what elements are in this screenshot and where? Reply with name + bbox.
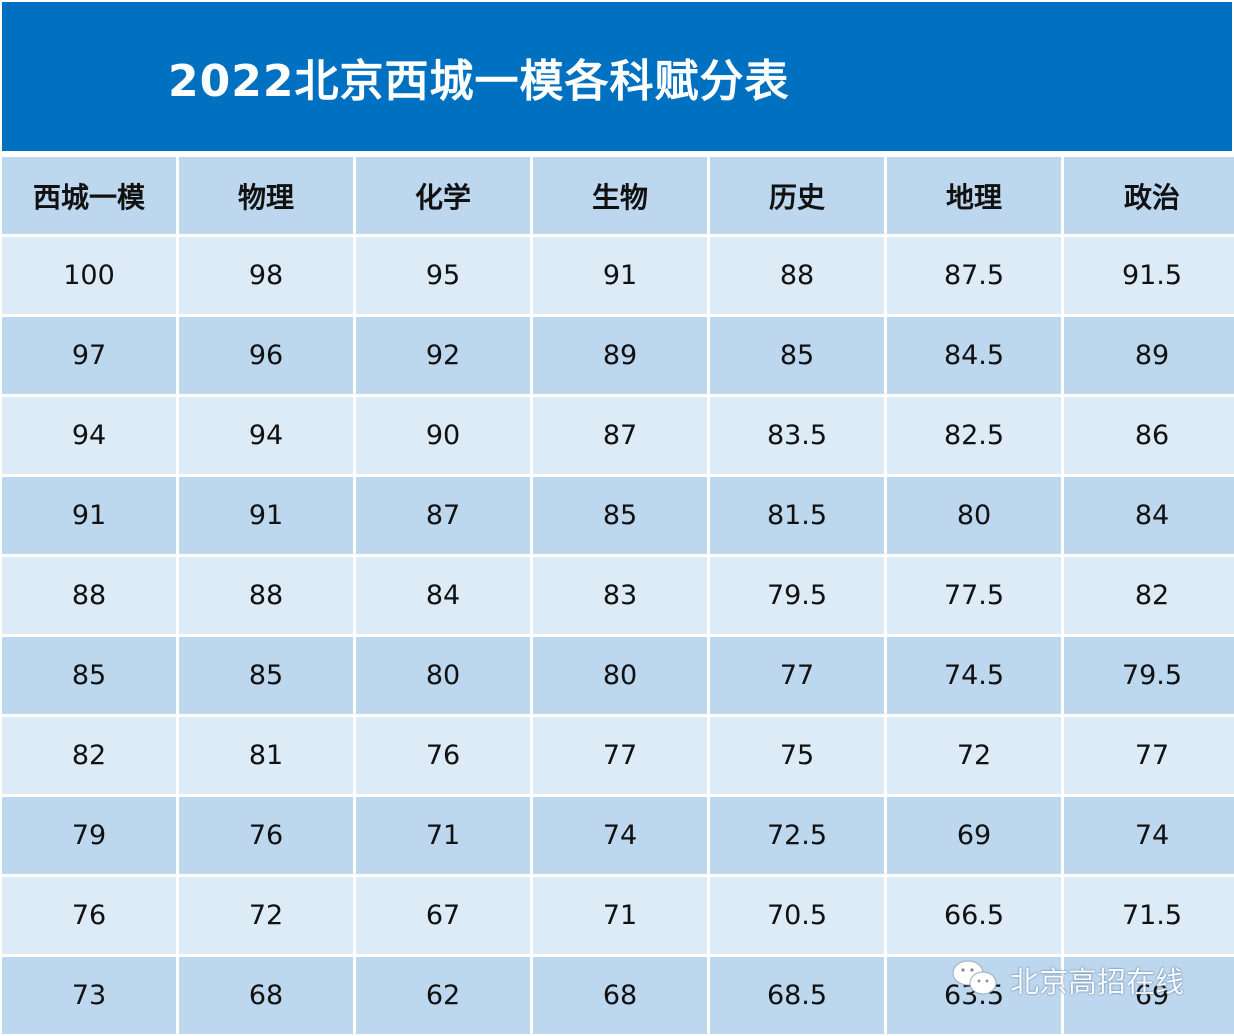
table-cell: 79.5	[710, 557, 884, 634]
table-cell: 68	[533, 957, 707, 1034]
table-cell: 72	[179, 877, 353, 954]
table-cell: 69	[1064, 957, 1234, 1034]
table-cell: 75	[710, 717, 884, 794]
table-cell: 77	[1064, 717, 1234, 794]
table-cell: 85	[710, 317, 884, 394]
table-cell: 87	[356, 477, 530, 554]
table-cell: 80	[533, 637, 707, 714]
table-cell: 80	[887, 477, 1061, 554]
table-cell: 80	[356, 637, 530, 714]
table-cell: 97	[2, 317, 176, 394]
table-cell: 98	[179, 237, 353, 314]
table-cell: 85	[2, 637, 176, 714]
table-cell: 94	[179, 397, 353, 474]
table-cell: 92	[356, 317, 530, 394]
table-cell: 83	[533, 557, 707, 634]
header-cell: 化学	[356, 157, 530, 234]
header-cell: 地理	[887, 157, 1061, 234]
header-cell: 生物	[533, 157, 707, 234]
header-cell: 物理	[179, 157, 353, 234]
table-cell: 72.5	[710, 797, 884, 874]
title-banner: 2022北京西城一模各科赋分表	[2, 2, 1232, 151]
table-cell: 100	[2, 237, 176, 314]
table-cell: 88	[710, 237, 884, 314]
table-cell: 82	[1064, 557, 1234, 634]
table-cell: 62	[356, 957, 530, 1034]
table-cell: 82	[2, 717, 176, 794]
table-cell: 89	[533, 317, 707, 394]
table-cell: 76	[179, 797, 353, 874]
table-cell: 66.5	[887, 877, 1061, 954]
table-cell: 87	[533, 397, 707, 474]
table-cell: 83.5	[710, 397, 884, 474]
table-cell: 82.5	[887, 397, 1061, 474]
table-cell: 73	[2, 957, 176, 1034]
page-title: 2022北京西城一模各科赋分表	[168, 56, 790, 107]
table-cell: 77.5	[887, 557, 1061, 634]
table-cell: 89	[1064, 317, 1234, 394]
table-cell: 74.5	[887, 637, 1061, 714]
table-cell: 68	[179, 957, 353, 1034]
table-cell: 88	[2, 557, 176, 634]
header-cell: 历史	[710, 157, 884, 234]
table-cell: 71	[356, 797, 530, 874]
table-cell: 81.5	[710, 477, 884, 554]
table-cell: 91	[179, 477, 353, 554]
score-table: 西城一模 物理 化学 生物 历史 地理 政治 100 98 95 91 88 87.5 91…	[2, 157, 1234, 1034]
table-cell: 91.5	[1064, 237, 1234, 314]
table-cell: 77	[533, 717, 707, 794]
table-cell: 81	[179, 717, 353, 794]
table-cell: 69	[887, 797, 1061, 874]
table-cell: 79.5	[1064, 637, 1234, 714]
table-cell: 84.5	[887, 317, 1061, 394]
table-cell: 70.5	[710, 877, 884, 954]
table-cell: 91	[533, 237, 707, 314]
header-cell: 政治	[1064, 157, 1234, 234]
table-cell: 96	[179, 317, 353, 394]
table-cell: 76	[2, 877, 176, 954]
table-cell: 86	[1064, 397, 1234, 474]
table-cell: 94	[2, 397, 176, 474]
table-cell: 79	[2, 797, 176, 874]
table-cell: 90	[356, 397, 530, 474]
table-cell: 85	[533, 477, 707, 554]
table-cell: 77	[710, 637, 884, 714]
header-cell: 西城一模	[2, 157, 176, 234]
table-cell: 85	[179, 637, 353, 714]
table-cell: 68.5	[710, 957, 884, 1034]
table-cell: 76	[356, 717, 530, 794]
table-cell: 74	[533, 797, 707, 874]
table-cell: 74	[1064, 797, 1234, 874]
table-cell: 88	[179, 557, 353, 634]
table-cell: 84	[356, 557, 530, 634]
table-cell: 72	[887, 717, 1061, 794]
table-cell: 95	[356, 237, 530, 314]
table-cell: 91	[2, 477, 176, 554]
table-cell: 71	[533, 877, 707, 954]
table-cell: 87.5	[887, 237, 1061, 314]
table-cell: 67	[356, 877, 530, 954]
table-cell: 71.5	[1064, 877, 1234, 954]
table-cell: 84	[1064, 477, 1234, 554]
table-cell: 63.5	[887, 957, 1061, 1034]
